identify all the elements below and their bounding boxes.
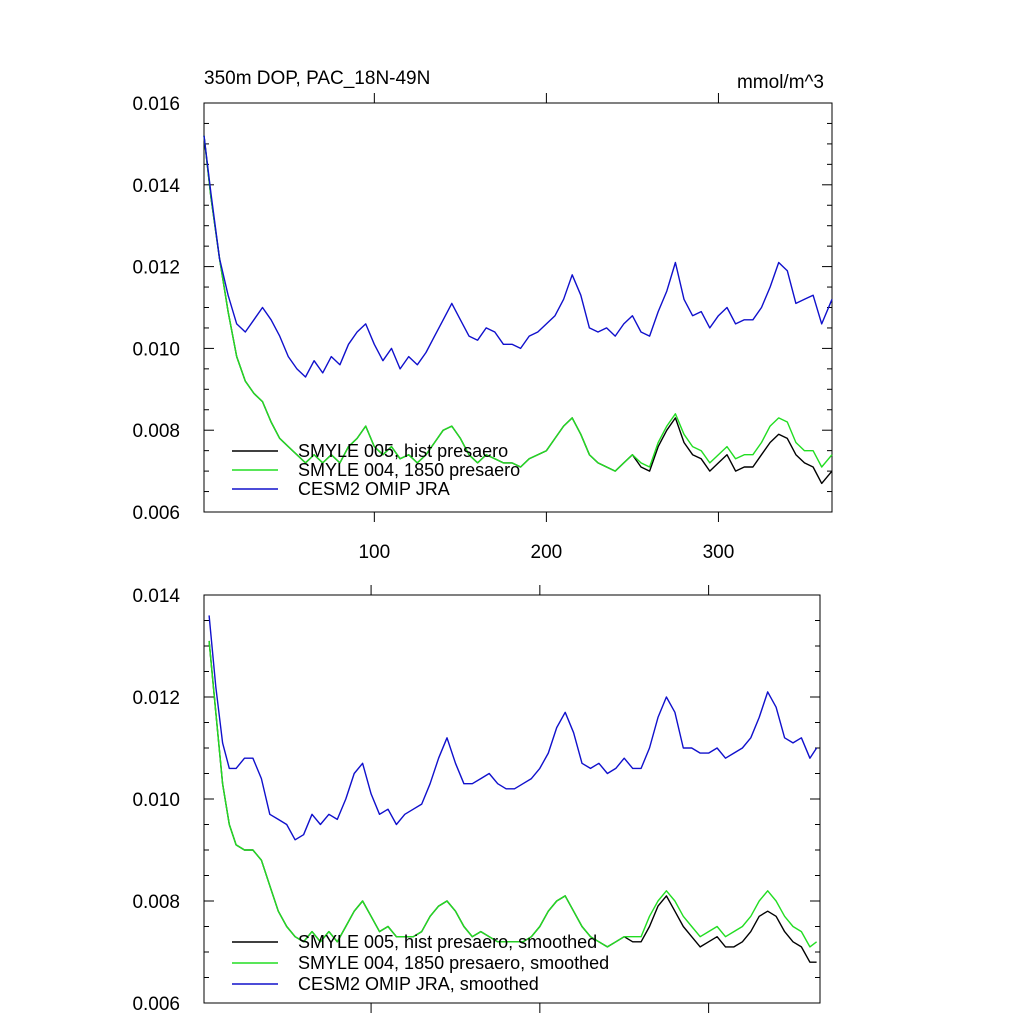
legend-label-2: SMYLE 004, 1850 presaero, smoothed bbox=[298, 953, 609, 973]
legend-label-1: SMYLE 005, hist presaero, smoothed bbox=[298, 932, 597, 952]
y-tick-label: 0.012 bbox=[132, 688, 180, 709]
legend-label-1: SMYLE 005, hist presaero bbox=[298, 441, 508, 461]
y-tick-label: 0.014 bbox=[132, 586, 180, 607]
y-tick-label: 0.010 bbox=[132, 339, 180, 360]
series-line-2 bbox=[203, 135, 833, 472]
series-line-2 bbox=[208, 640, 818, 948]
series-line-1 bbox=[203, 135, 833, 485]
y-tick-label: 0.014 bbox=[132, 176, 180, 197]
legend-label-2: SMYLE 004, 1850 presaero bbox=[298, 460, 520, 480]
top-panel: 0.006 0.008 0.010 0.012 0.014 0.016 100 200 300 3… bbox=[132, 68, 833, 563]
y-tick-label: 0.012 bbox=[132, 258, 180, 279]
y-tick-label: 0.008 bbox=[132, 892, 180, 913]
series-line-3 bbox=[208, 615, 818, 841]
y-tick-label: 0.006 bbox=[132, 994, 180, 1015]
y-tick-label: 0.016 bbox=[132, 94, 180, 115]
units-label: mmol/m^3 bbox=[737, 72, 824, 93]
series-line-1 bbox=[208, 640, 817, 963]
series-line-3 bbox=[203, 135, 833, 378]
bottom-panel: 0.006 0.008 0.010 0.012 0.014 SMYLE 005, hist… bbox=[132, 585, 821, 1015]
y-tick-label: 0.010 bbox=[132, 790, 180, 811]
chart-title: 350m DOP, PAC_18N-49N bbox=[204, 68, 430, 89]
legend-label-3: CESM2 OMIP JRA, smoothed bbox=[298, 974, 539, 994]
y-tick-label: 0.008 bbox=[132, 421, 180, 442]
x-tick-label: 100 bbox=[358, 542, 390, 563]
x-tick-label: 200 bbox=[531, 542, 563, 563]
legend-label-3: CESM2 OMIP JRA bbox=[298, 479, 450, 499]
y-tick-label: 0.006 bbox=[132, 503, 180, 524]
x-tick-label: 300 bbox=[703, 542, 735, 563]
